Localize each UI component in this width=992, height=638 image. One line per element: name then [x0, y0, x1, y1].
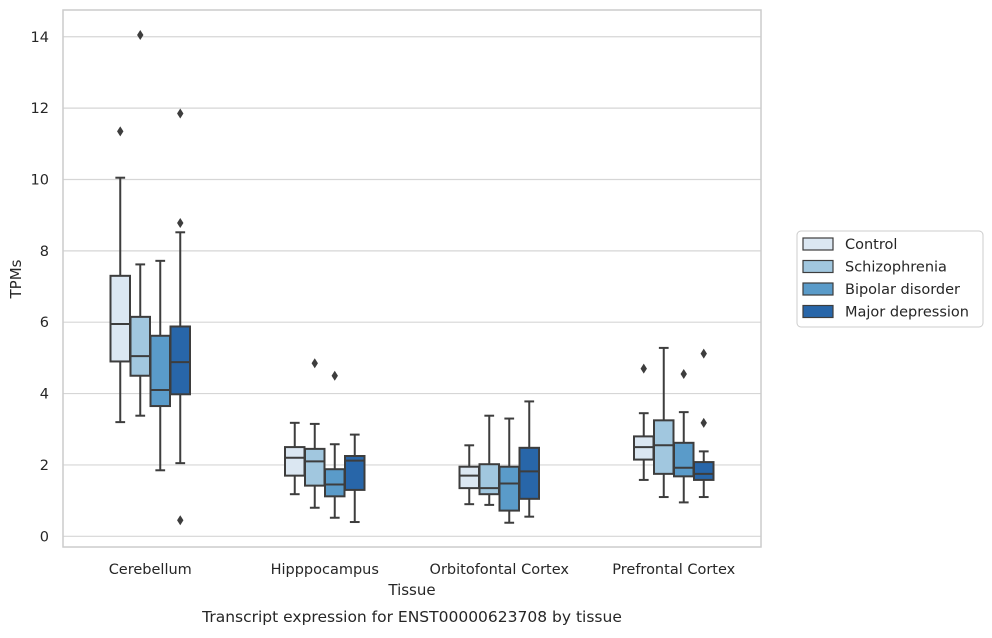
box-3-1 — [653, 346, 675, 499]
box-1-1 — [304, 358, 326, 509]
box-body — [324, 468, 346, 498]
outlier-point — [177, 108, 184, 119]
box-body — [478, 463, 500, 496]
y-tick-label: 8 — [40, 244, 49, 260]
outlier-point — [331, 370, 338, 381]
outlier-point — [680, 368, 687, 379]
x-tick-label: Cerebellum — [109, 562, 192, 578]
x-tick-label: Orbitofontal Cortex — [430, 562, 570, 578]
box-body — [149, 334, 171, 408]
outlier-point — [311, 358, 318, 369]
box-plot-marks — [109, 29, 715, 526]
box-1-0 — [284, 421, 306, 496]
legend-label: Major depression — [845, 305, 969, 321]
box-0-3 — [169, 108, 191, 526]
legend-label: Bipolar disorder — [845, 282, 960, 298]
y-tick-label: 2 — [40, 458, 49, 474]
y-tick-label: 0 — [40, 529, 49, 545]
legend-swatch — [802, 282, 834, 296]
box-body — [129, 315, 151, 377]
outlier-point — [117, 126, 124, 137]
box-3-3 — [693, 348, 715, 499]
x-axis-ticks: Cerebellum Hipppocampus Orbitofontal Corte… — [109, 562, 736, 578]
box-body — [518, 446, 540, 500]
y-axis-ticks: 0 2 4 6 8 10 12 14 — [31, 30, 49, 546]
y-tick-label: 12 — [31, 101, 49, 117]
outlier-point — [177, 218, 184, 229]
legend: Control Schizophrenia Bipolar disorder Majo… — [796, 230, 984, 328]
plot-frame — [62, 9, 762, 548]
outlier-point — [640, 363, 647, 374]
box-body — [498, 465, 520, 512]
box-body — [673, 441, 695, 478]
legend-label: Control — [845, 237, 897, 253]
outlier-point — [700, 417, 707, 428]
legend-swatch — [802, 237, 834, 251]
box-body — [344, 455, 366, 491]
y-tick-label: 14 — [31, 30, 49, 46]
box-body — [284, 446, 306, 477]
outlier-point — [177, 515, 184, 526]
box-2-1 — [478, 414, 500, 506]
y-tick-label: 10 — [31, 172, 49, 188]
box-body — [458, 465, 480, 490]
y-axis-label: TPMs — [7, 259, 25, 299]
box-1-3 — [344, 433, 366, 524]
x-tick-label: Hipppocampus — [271, 562, 379, 578]
legend-label: Schizophrenia — [845, 260, 947, 276]
box-0-0 — [109, 126, 131, 424]
box-body — [693, 461, 715, 481]
outlier-point — [700, 348, 707, 359]
x-tick-label: Prefrontal Cortex — [612, 562, 735, 578]
y-tick-label: 6 — [40, 315, 49, 331]
box-0-2 — [149, 259, 171, 472]
box-body — [169, 325, 191, 396]
legend-swatch — [802, 259, 834, 274]
x-axis-label: Tissue — [387, 581, 435, 599]
box-body — [304, 447, 326, 487]
outlier-point — [137, 29, 144, 40]
legend-swatch — [802, 304, 834, 319]
y-tick-label: 4 — [40, 387, 49, 403]
box-body — [653, 419, 675, 475]
chart-caption: Transcript expression for ENST0000062370… — [201, 608, 622, 626]
box-2-3 — [518, 400, 540, 518]
box-3-0 — [633, 363, 655, 481]
box-0-1 — [129, 29, 151, 417]
box-body — [109, 274, 131, 363]
box-3-2 — [673, 368, 695, 504]
legend-frame — [796, 230, 984, 328]
